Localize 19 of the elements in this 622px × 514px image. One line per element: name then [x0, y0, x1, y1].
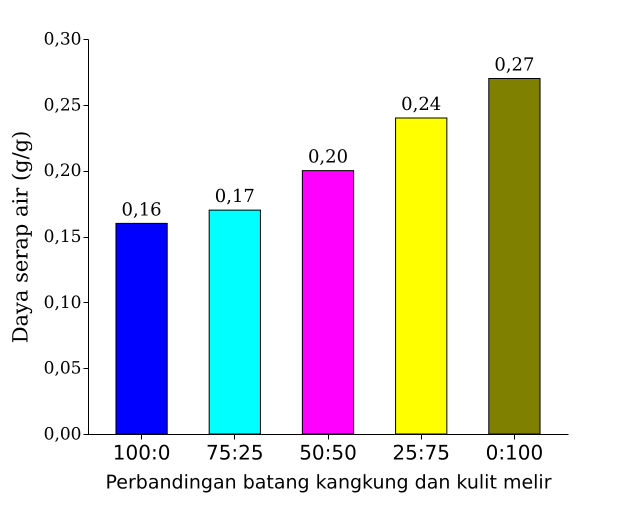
- data-label: 0,24: [401, 94, 442, 115]
- x-tick-label: 75:25: [206, 440, 264, 464]
- x-tick-label: 100:0: [112, 440, 170, 464]
- y-tick-label: 0,05: [44, 358, 82, 379]
- y-tick-label: 0,00: [44, 424, 82, 444]
- y-tick-label: 0,25: [44, 95, 82, 116]
- data-label: 0,20: [308, 146, 348, 168]
- x-tick-label: 0:100: [486, 440, 544, 464]
- data-label: 0,27: [494, 54, 534, 76]
- y-axis-title: Daya serap air (g/g): [8, 130, 33, 344]
- x-axis-title: Perbandingan batang kangkung dan kulit melir: [105, 472, 552, 494]
- data-label: 0,16: [122, 199, 162, 220]
- y-tick-label: 0,20: [44, 161, 82, 182]
- y-tick-label: 0,30: [44, 30, 82, 50]
- y-tick-label: 0,15: [44, 227, 82, 247]
- data-label: 0,17: [214, 186, 255, 208]
- x-tick-label: 25:75: [392, 440, 450, 464]
- y-tick-label: 0,10: [44, 292, 82, 313]
- x-tick-label: 50:50: [299, 440, 357, 464]
